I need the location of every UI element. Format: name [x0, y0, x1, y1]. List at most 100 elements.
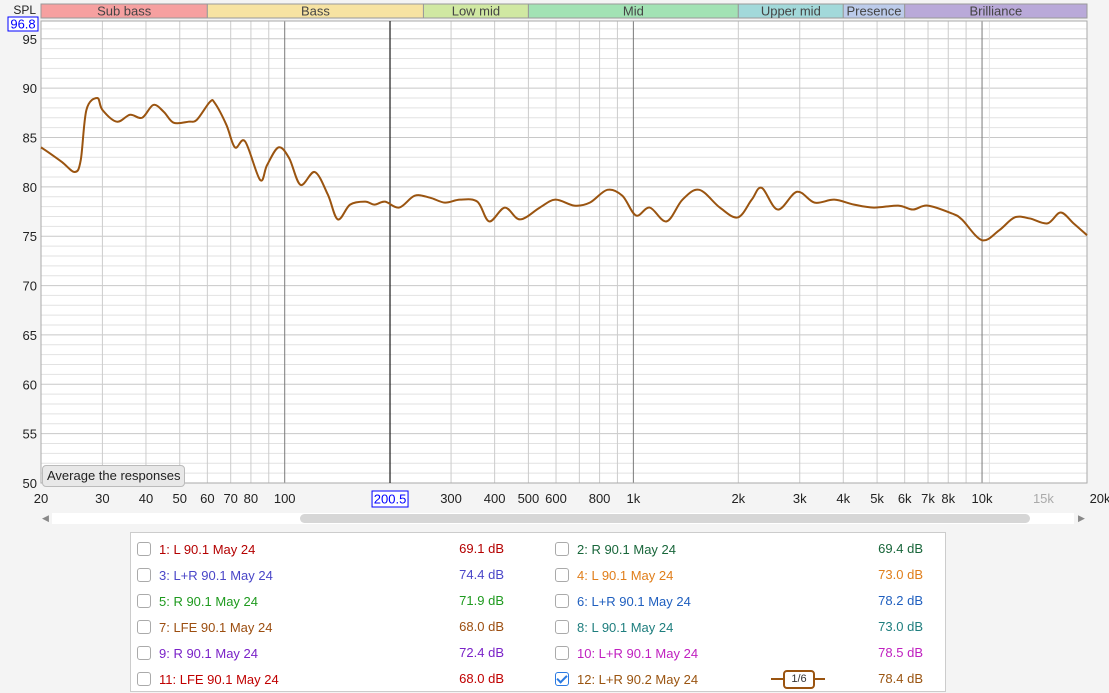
legend-item[interactable]: 4: L 90.1 May 24 [555, 565, 673, 585]
plot-border [40, 20, 1088, 484]
x-tick-label: 1k [627, 491, 641, 506]
smoothing-label: 1/6 [783, 670, 815, 689]
measurement-spl-value: 73.0 dB [878, 619, 923, 634]
y-tick-label: 75 [23, 229, 37, 244]
scrollbar-thumb[interactable] [300, 514, 1030, 523]
x-tick-label: 800 [589, 491, 611, 506]
smoothing-indicator[interactable]: 1/6 [771, 670, 825, 689]
x-tick-label: 7k [921, 491, 935, 506]
measurement-spl-value: 71.9 dB [459, 593, 504, 608]
y-tick-label: 65 [23, 328, 37, 343]
frequency-response-chart[interactable]: Sub bass Bass Low mid Mid Upper mid Presence B… [0, 0, 1109, 510]
x-tick-label: 15k [1033, 491, 1054, 506]
series-line-1 [40, 96, 1088, 242]
x-cursor-value: 200.5 [374, 492, 407, 507]
x-tick-label: 10k [972, 491, 993, 506]
y-tick-label: 95 [23, 32, 37, 47]
measurement-label[interactable]: 12: L+R 90.2 May 24 [577, 671, 699, 687]
x-tick-label: 50 [173, 491, 187, 506]
legend-item[interactable]: 10: L+R 90.1 May 24 [555, 643, 698, 663]
legend-item[interactable]: 7: LFE 90.1 May 24 [137, 617, 272, 637]
legend-item[interactable]: 6: L+R 90.1 May 24 [555, 591, 691, 611]
measurement-checkbox[interactable] [137, 620, 151, 634]
x-tick-label: 500 [518, 491, 540, 506]
y-tick-label: 80 [23, 180, 37, 195]
x-tick-label: 3k [793, 491, 807, 506]
measurement-spl-value: 68.0 dB [459, 671, 504, 686]
y-tick-label: 55 [23, 427, 37, 442]
legend-item[interactable]: 5: R 90.1 May 24 [137, 591, 258, 611]
measurement-spl-value: 78.5 dB [878, 645, 923, 660]
measurement-checkbox[interactable] [137, 594, 151, 608]
band-label: Mid [623, 4, 644, 19]
legend-item[interactable]: 12: L+R 90.2 May 24 [555, 669, 698, 689]
band-label: Brilliance [969, 4, 1022, 19]
x-tick-label: 400 [484, 491, 506, 506]
measurement-label[interactable]: 5: R 90.1 May 24 [159, 593, 258, 609]
horizontal-scrollbar[interactable] [52, 513, 1074, 524]
measurement-label[interactable]: 1: L 90.1 May 24 [159, 541, 256, 557]
legend-item[interactable]: 9: R 90.1 May 24 [137, 643, 258, 663]
legend-item[interactable]: 2: R 90.1 May 24 [555, 539, 676, 559]
x-tick-label: 300 [440, 491, 462, 506]
legend-item[interactable]: 11: LFE 90.1 May 24 [137, 669, 279, 689]
measurement-checkbox[interactable] [137, 568, 151, 582]
band-label: Presence [847, 4, 902, 19]
x-tick-label: 30 [95, 491, 109, 506]
legend-item[interactable]: 3: L+R 90.1 May 24 [137, 565, 273, 585]
measurement-checkbox[interactable] [137, 672, 151, 686]
measurement-legend: 1: L 90.1 May 24 69.1 dB 2: R 90.1 May 24 6… [130, 532, 946, 692]
band-label: Upper mid [761, 4, 821, 19]
x-tick-label: 600 [545, 491, 567, 506]
measurement-spl-value: 69.4 dB [878, 541, 923, 556]
x-tick-label: 80 [244, 491, 258, 506]
measurement-checkbox[interactable] [555, 568, 569, 582]
x-tick-label: 4k [836, 491, 850, 506]
y-axis-label: SPL [13, 3, 36, 17]
scroll-right-arrow[interactable]: ▶ [1078, 513, 1085, 523]
y-tick-label: 50 [23, 476, 37, 491]
measurement-checkbox[interactable] [555, 594, 569, 608]
x-tick-label: 20 [34, 491, 48, 506]
measurement-label[interactable]: 11: LFE 90.1 May 24 [159, 671, 279, 687]
measurement-spl-value: 69.1 dB [459, 541, 504, 556]
legend-item[interactable]: 8: L 90.1 May 24 [555, 617, 673, 637]
measurement-label[interactable]: 7: LFE 90.1 May 24 [159, 619, 273, 635]
x-tick-label: 40 [139, 491, 153, 506]
band-label: Low mid [452, 4, 500, 19]
measurement-spl-value: 74.4 dB [459, 567, 504, 582]
band-brilliance [904, 3, 1088, 19]
y-tick-label: 85 [23, 130, 37, 145]
measurement-label[interactable]: 9: R 90.1 May 24 [159, 645, 258, 661]
measurement-spl-value: 78.2 dB [878, 593, 923, 608]
average-responses-button[interactable]: Average the responses [42, 465, 186, 487]
legend-item[interactable]: 1: L 90.1 May 24 [137, 539, 255, 559]
measurement-label[interactable]: 4: L 90.1 May 24 [577, 567, 674, 583]
x-tick-label: 70 [223, 491, 237, 506]
measurement-spl-value: 72.4 dB [459, 645, 504, 660]
band-label: Bass [301, 4, 330, 19]
measurement-label[interactable]: 2: R 90.1 May 24 [577, 541, 676, 557]
y-tick-label: 60 [23, 377, 37, 392]
y-cursor-value: 96.8 [10, 17, 35, 32]
measurement-spl-value: 68.0 dB [459, 619, 504, 634]
measurement-checkbox[interactable] [555, 620, 569, 634]
x-tick-label: 8k [941, 491, 955, 506]
band-label: Sub bass [97, 4, 152, 19]
x-tick-label: 60 [200, 491, 214, 506]
measurement-checkbox[interactable] [555, 672, 569, 686]
scroll-left-arrow[interactable]: ◀ [42, 513, 49, 523]
measurement-checkbox[interactable] [555, 646, 569, 660]
measurement-label[interactable]: 8: L 90.1 May 24 [577, 619, 674, 635]
measurement-label[interactable]: 3: L+R 90.1 May 24 [159, 567, 273, 583]
measurement-spl-value: 78.4 dB [878, 671, 923, 686]
y-cursor-box [7, 16, 39, 32]
x-tick-label: 5k [870, 491, 884, 506]
measurement-checkbox[interactable] [137, 542, 151, 556]
measurement-label[interactable]: 6: L+R 90.1 May 24 [577, 593, 691, 609]
measurement-spl-value: 73.0 dB [878, 567, 923, 582]
measurement-checkbox[interactable] [137, 646, 151, 660]
measurement-checkbox[interactable] [555, 542, 569, 556]
y-tick-label: 90 [23, 81, 37, 96]
measurement-label[interactable]: 10: L+R 90.1 May 24 [577, 645, 699, 661]
